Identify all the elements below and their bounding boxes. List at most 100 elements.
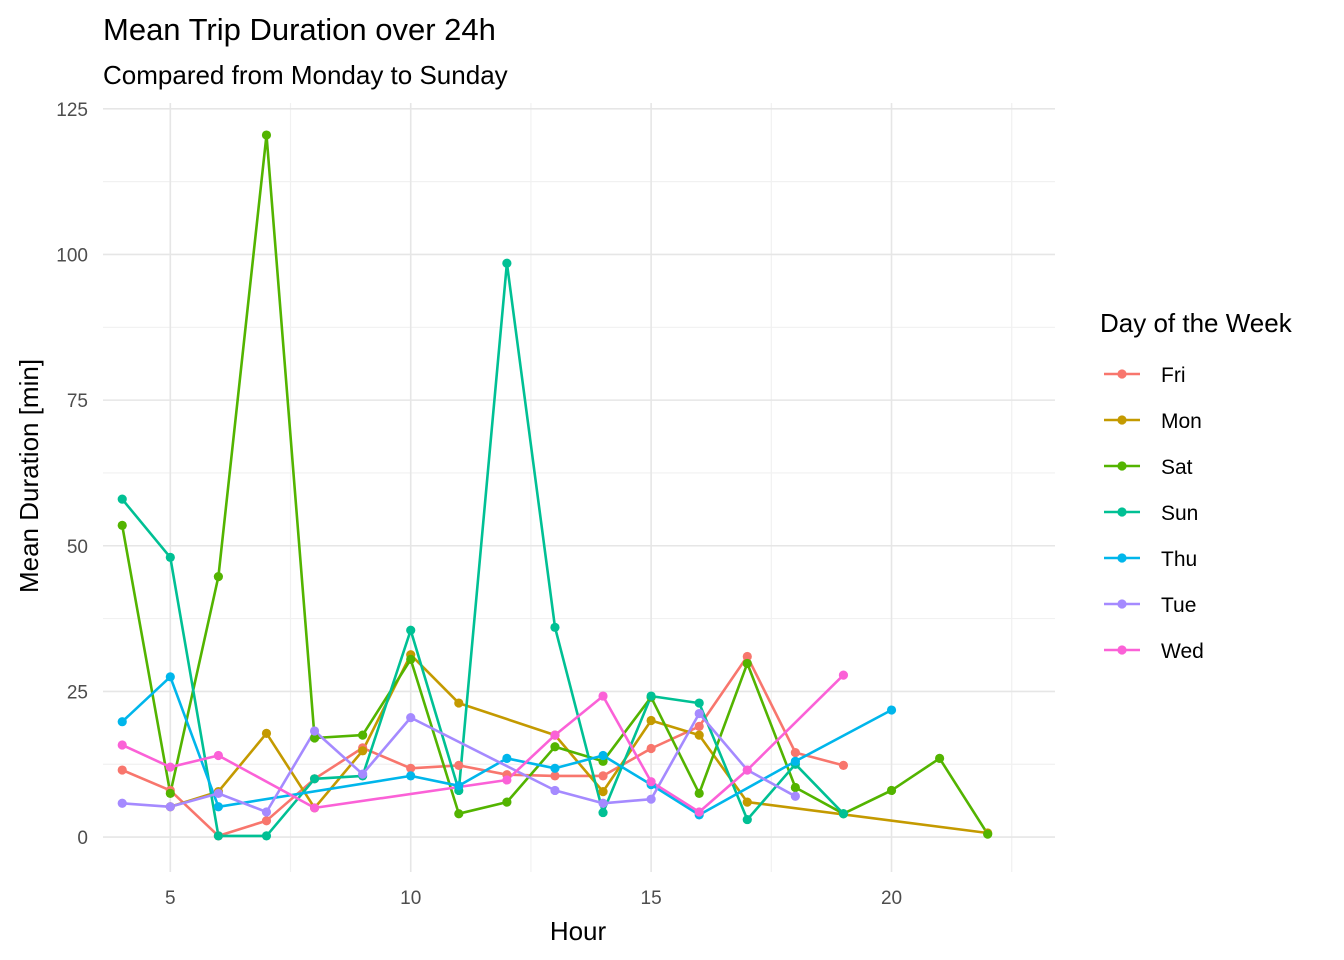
x-tick-label: 15 bbox=[641, 888, 662, 909]
data-point-sun bbox=[694, 698, 704, 708]
data-point-tue bbox=[406, 713, 416, 723]
data-point-wed bbox=[213, 750, 223, 761]
legend-key-point-fri bbox=[1117, 369, 1127, 379]
series-line-fri bbox=[121, 655, 844, 838]
data-point-sat bbox=[983, 829, 993, 839]
data-point-sun bbox=[838, 809, 849, 819]
legend-key-point-sat bbox=[1117, 461, 1127, 471]
data-point-thu bbox=[213, 802, 223, 812]
data-point-sun bbox=[502, 258, 512, 268]
x-tick-label: 10 bbox=[400, 888, 421, 909]
data-point-mon bbox=[454, 698, 464, 708]
data-point-thu bbox=[454, 781, 464, 791]
data-point-sun bbox=[406, 625, 416, 635]
data-point-sat bbox=[454, 809, 464, 819]
data-point-wed bbox=[694, 807, 704, 817]
data-point-thu bbox=[502, 753, 512, 763]
x-tick-label: 20 bbox=[881, 888, 902, 909]
data-point-sun bbox=[598, 807, 608, 818]
legend-key-point-sun bbox=[1117, 507, 1127, 517]
legend-label-thu: Thu bbox=[1161, 548, 1197, 571]
legend-label-sat: Sat bbox=[1161, 456, 1193, 479]
legend-key-point-thu bbox=[1117, 553, 1127, 563]
data-point-sat bbox=[550, 742, 560, 752]
data-point-tue bbox=[694, 708, 704, 719]
legend-title: Day of the Week bbox=[1100, 308, 1293, 338]
x-axis-title: Hour bbox=[550, 916, 607, 946]
data-point-sun bbox=[117, 494, 127, 504]
data-point-wed bbox=[838, 670, 849, 680]
data-point-thu bbox=[165, 672, 175, 682]
data-point-fri bbox=[406, 763, 416, 773]
series-line-sun bbox=[121, 261, 845, 838]
data-point-wed bbox=[309, 803, 320, 813]
data-point-tue bbox=[358, 769, 368, 779]
y-tick-label: 100 bbox=[56, 245, 88, 266]
data-point-wed bbox=[742, 765, 752, 775]
data-point-mon bbox=[598, 787, 608, 797]
data-point-tue bbox=[646, 794, 656, 804]
data-point-fri bbox=[742, 651, 752, 662]
data-point-mon bbox=[646, 715, 656, 726]
data-point-sat bbox=[261, 130, 272, 140]
y-tick-label: 125 bbox=[56, 100, 88, 121]
data-point-fri bbox=[261, 816, 272, 826]
data-point-sat bbox=[117, 520, 127, 530]
x-tick-label: 5 bbox=[165, 888, 176, 909]
data-point-tue bbox=[165, 802, 175, 812]
data-point-sun bbox=[213, 831, 223, 841]
data-point-sat bbox=[790, 782, 800, 793]
data-point-sat bbox=[742, 658, 752, 669]
legend: Fri Mon Sat Sun Thu Tue Wed bbox=[1104, 364, 1204, 663]
data-point-sat bbox=[309, 733, 320, 743]
y-tick-label: 50 bbox=[67, 537, 88, 558]
data-point-thu bbox=[406, 771, 416, 781]
legend-label-wed: Wed bbox=[1161, 640, 1204, 663]
data-point-sun bbox=[550, 622, 560, 632]
data-point-sun bbox=[309, 774, 320, 784]
data-point-wed bbox=[598, 691, 608, 701]
data-point-fri bbox=[454, 760, 464, 770]
data-point-fri bbox=[694, 721, 704, 731]
data-point-fri bbox=[790, 747, 800, 758]
y-tick-label: 0 bbox=[77, 828, 88, 849]
data-point-sat bbox=[165, 788, 175, 798]
data-point-sat bbox=[406, 654, 416, 664]
data-point-fri bbox=[598, 771, 608, 781]
data-point-wed bbox=[165, 762, 175, 772]
data-point-thu bbox=[790, 756, 800, 766]
data-point-sun bbox=[165, 552, 175, 563]
data-point-sat bbox=[694, 788, 704, 798]
data-point-thu bbox=[117, 717, 127, 727]
data-point-mon bbox=[694, 730, 704, 740]
series-line-thu bbox=[121, 675, 893, 817]
data-point-fri bbox=[117, 765, 127, 775]
data-point-sat bbox=[213, 572, 223, 582]
y-tick-label: 75 bbox=[67, 391, 88, 412]
legend-label-tue: Tue bbox=[1161, 594, 1196, 617]
data-point-fri bbox=[838, 760, 849, 770]
y-axis-ticks: 0 25 50 75 100 125 bbox=[56, 100, 88, 849]
data-point-wed bbox=[646, 777, 656, 787]
data-point-mon bbox=[261, 728, 272, 738]
data-point-sat bbox=[502, 797, 512, 807]
data-point-mon bbox=[742, 797, 752, 807]
data-point-wed bbox=[550, 730, 560, 740]
data-point-thu bbox=[550, 763, 560, 773]
data-point-wed bbox=[117, 740, 127, 750]
data-point-tue bbox=[550, 785, 560, 796]
grid-lines bbox=[103, 103, 1055, 872]
data-point-tue bbox=[598, 798, 608, 808]
data-point-tue bbox=[261, 807, 272, 817]
data-point-sat bbox=[358, 730, 368, 740]
data-point-thu bbox=[886, 705, 897, 715]
legend-label-fri: Fri bbox=[1161, 364, 1186, 387]
data-point-tue bbox=[309, 726, 320, 736]
chart-subtitle: Compared from Monday to Sunday bbox=[103, 60, 508, 90]
data-point-sun bbox=[742, 814, 752, 825]
data-point-wed bbox=[502, 775, 512, 785]
x-axis-ticks: 5 10 15 20 bbox=[165, 888, 902, 909]
data-point-thu bbox=[598, 750, 608, 761]
series-points bbox=[117, 130, 993, 841]
chart-title: Mean Trip Duration over 24h bbox=[103, 12, 496, 47]
